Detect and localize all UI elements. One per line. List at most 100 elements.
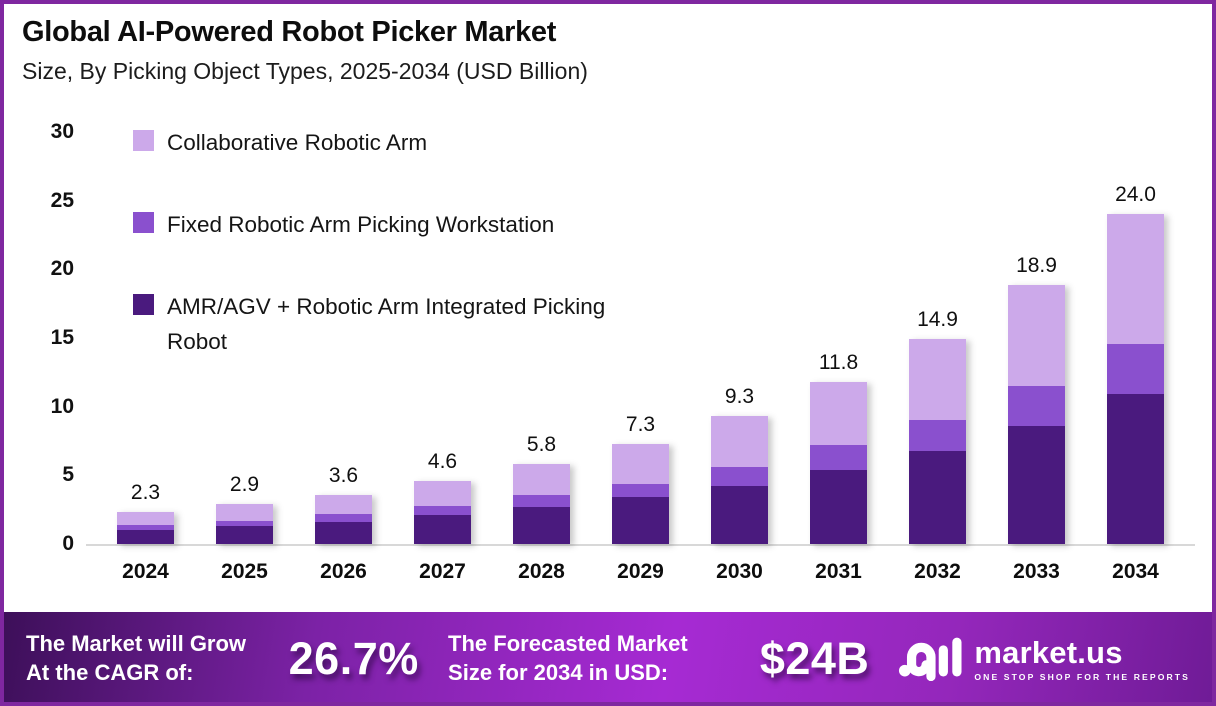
bar-group: 4.6: [393, 132, 492, 544]
bar-segment-collaborative-arm: [216, 504, 273, 521]
legend-swatch: [133, 293, 154, 315]
legend-label: AMR/AGV + Robotic Arm Integrated Picking…: [167, 293, 606, 354]
bar-segment-amr-agv-integrated: [1107, 394, 1164, 544]
bar-group: 18.9: [987, 132, 1086, 544]
bar-segment-fixed-workstation: [1107, 343, 1164, 395]
chart-subtitle: Size, By Picking Object Types, 2025-2034…: [22, 58, 588, 85]
legend-swatch: [133, 211, 154, 233]
brand-name: market.us: [974, 634, 1123, 670]
y-axis: 0 5 10 15 20 25 30: [4, 120, 74, 555]
bar-segment-fixed-workstation: [1008, 386, 1065, 426]
bar-segment-amr-agv-integrated: [315, 522, 372, 544]
legend-item: Collaborative Robotic Arm: [133, 126, 605, 161]
bar-group: 2.3: [96, 132, 195, 544]
x-tick-label: 2029: [617, 560, 664, 583]
bar-segment-collaborative-arm: [117, 512, 174, 525]
plot-area: 2.3 2.9 3.6 4.6 5.8 7.3 9.3 11.8 14.9 18.9 24.0: [86, 132, 1195, 546]
bar-total-label: 5.8: [526, 433, 557, 457]
chart-title: Global AI-Powered Robot Picker Market: [22, 16, 557, 48]
bar-segment-collaborative-arm: [612, 443, 669, 484]
x-tick-label: 2033: [1013, 560, 1060, 583]
bar-segment-amr-agv-integrated: [117, 530, 174, 544]
cagr-label: The Market will Grow At the CAGR of:: [26, 631, 247, 685]
legend-label: Fixed Robotic Arm Picking Workstation: [167, 211, 555, 237]
x-tick-label: 2032: [914, 560, 961, 583]
bar-segment-amr-agv-integrated: [1008, 425, 1065, 544]
bar-segment-collaborative-arm: [1107, 214, 1164, 344]
bar-segment-collaborative-arm: [513, 464, 570, 495]
x-tick-label: 2024: [122, 560, 169, 583]
market-us-mark-icon: [898, 633, 962, 685]
bar-group: 24.0: [1086, 132, 1185, 544]
bar-stack: [810, 381, 867, 544]
bar-stack: [711, 416, 768, 544]
bar-segment-amr-agv-integrated: [810, 469, 867, 544]
bar-total-label: 9.3: [724, 385, 755, 409]
bar-group: 11.8: [789, 132, 888, 544]
bar-segment-collaborative-arm: [315, 494, 372, 514]
bar-segment-fixed-workstation: [414, 505, 471, 516]
bar-total-label: 7.3: [625, 412, 656, 436]
bar-segment-collaborative-arm: [711, 416, 768, 468]
bar-stack: [315, 494, 372, 544]
footer-banner: The Market will Grow At the CAGR of: 26.…: [4, 612, 1212, 702]
legend-item: AMR/AGV + Robotic Arm Integrated Picking…: [133, 290, 605, 360]
market-us-logo: market.us ONE STOP SHOP FOR THE REPORTS: [898, 633, 1190, 685]
legend-item: Fixed Robotic Arm Picking Workstation: [133, 208, 605, 243]
bar-segment-amr-agv-integrated: [414, 515, 471, 544]
y-tick-label: 0: [62, 532, 74, 555]
x-tick-label: 2028: [518, 560, 565, 583]
y-tick-label: 5: [62, 463, 74, 487]
bar-group: 5.8: [492, 132, 591, 544]
legend: Collaborative Robotic Arm Fixed Robotic A…: [133, 126, 605, 360]
bar-segment-collaborative-arm: [909, 339, 966, 421]
x-tick-label: 2031: [815, 560, 862, 583]
x-tick-label: 2030: [716, 560, 763, 583]
bar-segment-fixed-workstation: [810, 445, 867, 470]
bar-segment-fixed-workstation: [711, 467, 768, 487]
bar-group: 2.9: [195, 132, 294, 544]
header: Global AI-Powered Robot Picker Market Si…: [22, 16, 1194, 85]
brand-text: market.us ONE STOP SHOP FOR THE REPORTS: [974, 637, 1190, 682]
bar-group: 7.3: [591, 132, 690, 544]
bar-group: 14.9: [888, 132, 987, 544]
bar-stack: [1107, 214, 1164, 544]
bar-segment-collaborative-arm: [810, 381, 867, 446]
bar-total-label: 2.9: [229, 473, 260, 497]
legend-label: Collaborative Robotic Arm: [167, 130, 428, 155]
bar-segment-collaborative-arm: [1008, 284, 1065, 387]
bar-total-label: 24.0: [1115, 183, 1156, 207]
bar-stack: [1008, 284, 1065, 544]
bar-segment-fixed-workstation: [612, 483, 669, 498]
bars: 2.3 2.9 3.6 4.6 5.8 7.3 9.3 11.8 14.9 18.9 24.0: [96, 132, 1185, 544]
bar-group: 3.6: [294, 132, 393, 544]
y-tick-label: 25: [50, 188, 74, 212]
x-tick-label: 2034: [1112, 560, 1159, 583]
x-tick-label: 2025: [221, 560, 268, 583]
bar-stack: [216, 504, 273, 544]
bar-stack: [414, 480, 471, 544]
bar-total-label: 14.9: [917, 308, 958, 332]
brand-tagline: ONE STOP SHOP FOR THE REPORTS: [974, 671, 1190, 682]
forecast-label: The Forecasted Market Size for 2034 in U…: [448, 631, 688, 685]
bar-segment-amr-agv-integrated: [216, 526, 273, 544]
x-tick-label: 2026: [320, 560, 367, 583]
bar-stack: [612, 443, 669, 544]
bar-segment-amr-agv-integrated: [711, 486, 768, 544]
bar-group: 9.3: [690, 132, 789, 544]
bar-stack: [909, 339, 966, 544]
bar-segment-fixed-workstation: [117, 524, 174, 531]
bar-stack: [117, 512, 174, 544]
x-axis: 2024 2025 2026 2027 2028 2029 2030 2031 2032 2033…: [96, 560, 1185, 584]
bar-total-label: 11.8: [818, 350, 859, 374]
cagr-value: 26.7%: [288, 633, 419, 684]
x-tick-label: 2027: [419, 560, 466, 583]
forecast-value: $24B: [759, 633, 870, 684]
y-tick-label: 20: [50, 257, 74, 281]
y-tick-label: 10: [50, 394, 74, 418]
bar-segment-fixed-workstation: [315, 513, 372, 522]
bar-segment-amr-agv-integrated: [612, 497, 669, 544]
bar-total-label: 3.6: [328, 463, 359, 487]
bar-total-label: 4.6: [427, 449, 458, 473]
